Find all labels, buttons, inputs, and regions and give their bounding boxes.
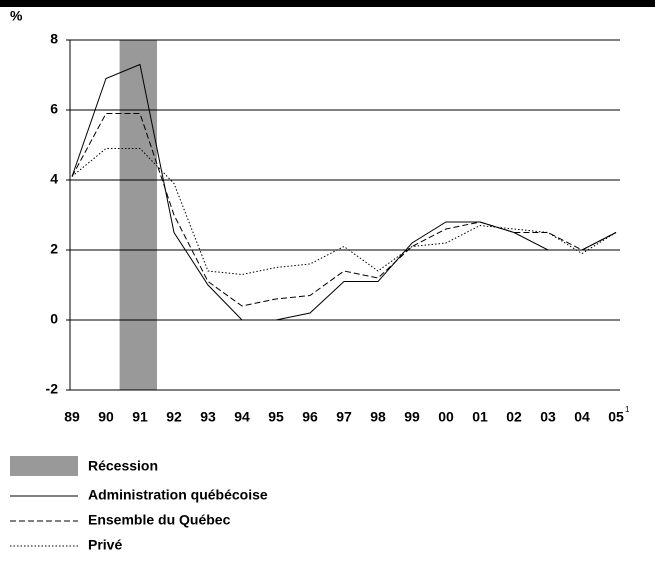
x-tick-label: 92 (166, 409, 182, 425)
x-tick-label: 05 (608, 409, 624, 425)
y-tick-label: 2 (50, 241, 58, 257)
x-tick-label: 89 (64, 409, 80, 425)
x-tick-label: 97 (336, 409, 352, 425)
y-tick-label: 8 (50, 31, 58, 47)
legend-label: Ensemble du Québec (88, 512, 231, 528)
x-tick-label: 95 (268, 409, 284, 425)
legend-label: Administration québécoise (88, 487, 268, 503)
series-line (71, 148, 617, 276)
top-rule (0, 0, 655, 7)
x-tick-label: 96 (302, 409, 318, 425)
x-tick-label: 02 (506, 409, 522, 425)
x-tick-label: 91 (132, 409, 148, 425)
x-tick-label: 03 (540, 409, 556, 425)
x-tick-label: 90 (98, 409, 114, 425)
x-tick-label: 98 (370, 409, 386, 425)
x-note: 1 (625, 405, 630, 414)
x-tick-label: 01 (472, 409, 488, 425)
y-tick-label: 4 (50, 171, 58, 187)
x-tick-label: 99 (404, 409, 420, 425)
series-line (71, 113, 617, 307)
y-unit: % (10, 8, 23, 24)
legend-swatch (10, 456, 78, 476)
legend-label: Privé (88, 537, 122, 553)
series-line (71, 63, 617, 321)
x-tick-label: 93 (200, 409, 216, 425)
recession-band (119, 40, 157, 390)
x-tick-label: 94 (234, 409, 250, 425)
y-tick-label: -2 (46, 381, 59, 397)
y-tick-label: 6 (50, 101, 58, 117)
legend-label: Récession (88, 458, 158, 474)
x-tick-label: 00 (438, 409, 454, 425)
y-tick-label: 0 (50, 311, 58, 327)
x-tick-label: 04 (574, 409, 590, 425)
